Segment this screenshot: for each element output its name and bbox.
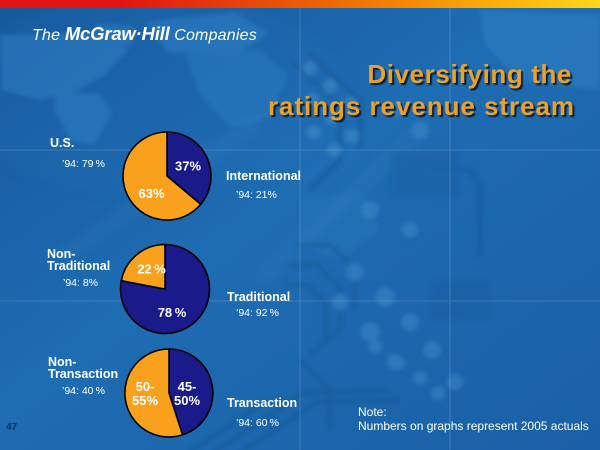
svg-text:50%: 50% <box>174 393 200 408</box>
svg-text:55%: 55% <box>132 393 158 408</box>
svg-text:22 %: 22 % <box>137 262 166 277</box>
svg-text:45-: 45- <box>178 379 197 394</box>
svg-text:50-: 50- <box>136 379 155 394</box>
svg-text:37%: 37% <box>175 159 201 174</box>
svg-text:63%: 63% <box>138 186 164 201</box>
svg-text:78 %: 78 % <box>158 305 187 320</box>
